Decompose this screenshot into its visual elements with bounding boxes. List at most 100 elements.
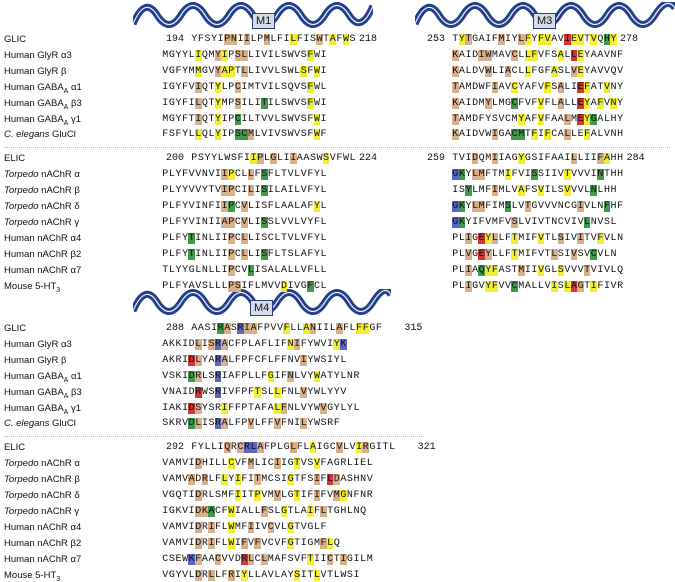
residue: Y [459, 34, 466, 45]
residue: S [281, 50, 288, 61]
residue: I [235, 506, 242, 517]
residue: F [518, 98, 525, 109]
residue: I [283, 34, 290, 45]
residue: L [287, 265, 294, 276]
residue: L [610, 265, 617, 276]
sequence: AKKIDLISRACFPLAFLIFNIFYWVIYK [162, 339, 347, 350]
residue: G [531, 201, 538, 212]
residue: L [274, 114, 281, 125]
residue: L [264, 153, 271, 164]
residue: T [254, 474, 261, 485]
residue: Q [202, 82, 209, 93]
residue: L [564, 82, 571, 93]
residue: F [307, 114, 314, 125]
residue: I [544, 169, 551, 180]
sequence: PLIAQYFASTMIIVGLSVVVTVIVLQ [452, 265, 623, 276]
residue: F [584, 82, 591, 93]
residue: V [241, 201, 248, 212]
residue: A [329, 34, 336, 45]
residue: S [261, 201, 268, 212]
residue: F [264, 442, 271, 453]
residue: I [254, 249, 261, 260]
residue: L [472, 201, 479, 212]
residue: T [584, 34, 591, 45]
residue: C [558, 217, 565, 228]
residue: Q [478, 265, 485, 276]
residue: T [307, 570, 314, 581]
residue: F [261, 403, 268, 414]
residue: I [235, 474, 242, 485]
residue: V [248, 538, 255, 549]
residue: I [208, 522, 215, 533]
residue: R [228, 570, 235, 581]
residue: I [472, 217, 479, 228]
residue: A [478, 34, 485, 45]
residue: M [478, 98, 485, 109]
residue: R [327, 418, 334, 429]
residue: G [333, 506, 340, 517]
residue: A [169, 474, 176, 485]
residue: V [294, 98, 301, 109]
residue: I [241, 98, 248, 109]
residue: G [188, 265, 195, 276]
residue: L [221, 522, 228, 533]
residue: D [472, 66, 479, 77]
residue: M [518, 129, 525, 140]
residue: V [188, 217, 195, 228]
residue: V [597, 249, 604, 260]
residue: L [270, 34, 277, 45]
residue: L [610, 233, 617, 244]
residue: P [162, 217, 169, 228]
sequence: VAMVIDRIFLWMFIIVCVLGTVGLF [162, 522, 327, 533]
species-name: GLIC [4, 34, 26, 45]
residue: A [590, 98, 597, 109]
residue: M [518, 281, 525, 292]
residue: V [525, 217, 532, 228]
residue: L [241, 50, 248, 61]
residue: V [182, 458, 189, 469]
residue: Y [485, 265, 492, 276]
residue: Y [182, 66, 189, 77]
residue: V [584, 249, 591, 260]
residue: F [478, 217, 485, 228]
residue: I [254, 50, 261, 61]
residue: G [323, 442, 330, 453]
residue: I [182, 355, 189, 366]
residue: P [228, 233, 235, 244]
residue: A [175, 387, 182, 398]
residue: Q [175, 490, 182, 501]
residue: I [294, 339, 301, 350]
residue: G [283, 442, 290, 453]
residue: V [478, 66, 485, 77]
residue: S [347, 570, 354, 581]
residue: A [525, 281, 532, 292]
residue: P [241, 418, 248, 429]
residue: F [248, 355, 255, 366]
residue: N [202, 217, 209, 228]
residue: F [531, 129, 538, 140]
residue: F [175, 233, 182, 244]
residue: G [369, 442, 376, 453]
residue: K [169, 355, 176, 366]
residue: P [162, 249, 169, 260]
residue: R [217, 323, 224, 334]
residue: N [590, 217, 597, 228]
residue: I [254, 185, 261, 196]
residue: H [610, 201, 617, 212]
residue: Y [202, 185, 209, 196]
residue: P [228, 201, 235, 212]
residue: M [261, 281, 268, 292]
residue: W [340, 570, 347, 581]
residue: A [261, 570, 268, 581]
residue: I [162, 82, 169, 93]
residue: I [281, 474, 288, 485]
residue: L [343, 442, 350, 453]
residue: N [202, 201, 209, 212]
residue: V [261, 114, 268, 125]
residue: W [287, 129, 294, 140]
residue: S [558, 265, 565, 276]
residue: A [221, 339, 228, 350]
residue: L [169, 201, 176, 212]
residue: R [231, 442, 238, 453]
residue: I [465, 265, 472, 276]
